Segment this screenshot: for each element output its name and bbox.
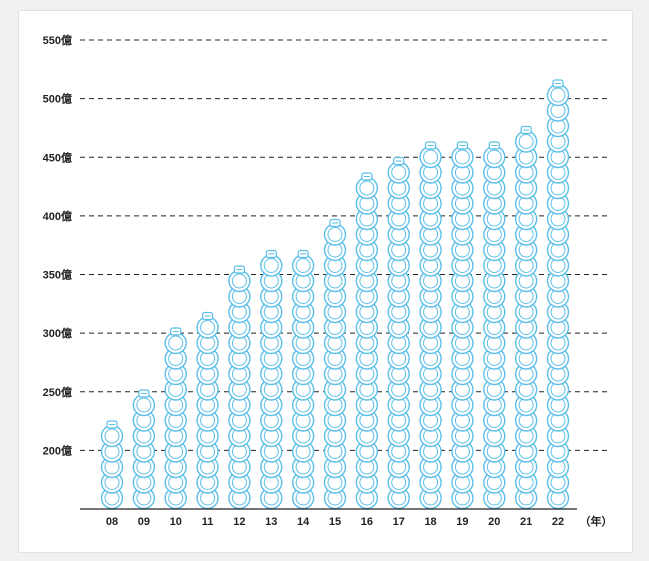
x-axis-unit-label: （年）: [580, 514, 613, 528]
x-tick-label: 10: [170, 516, 182, 528]
y-tick-label: 250億: [43, 385, 72, 399]
bar: [260, 249, 283, 510]
bar: [100, 420, 124, 510]
x-tick-label: 21: [520, 516, 532, 528]
x-tick-label: 15: [329, 516, 341, 528]
y-tick-label: 200億: [43, 443, 72, 457]
x-tick-label: 08: [106, 516, 118, 528]
y-tick-label: 300億: [43, 326, 72, 340]
x-tick-label: 13: [265, 516, 277, 528]
bar: [355, 172, 379, 510]
y-tick-label: 550億: [43, 33, 72, 47]
bar: [419, 141, 442, 510]
bar: [323, 218, 347, 510]
x-tick-label: 20: [488, 516, 500, 528]
y-tick-label: 400億: [43, 209, 72, 223]
x-tick-label: 16: [361, 516, 373, 528]
x-tick-label: 22: [552, 516, 564, 528]
y-tick-label: 450億: [43, 150, 72, 164]
y-tick-label: 350億: [43, 268, 72, 282]
bar: [546, 79, 570, 510]
bar: [196, 311, 219, 510]
y-axis-ticks: 200億 250億 300億 350億 400億 450億 500億 550億: [43, 33, 72, 457]
x-tick-label: 12: [233, 516, 245, 528]
bars: [100, 79, 570, 510]
x-tick-label: 14: [297, 516, 310, 528]
bar: [228, 265, 251, 510]
y-tick-label: 500億: [43, 92, 72, 106]
bar: [132, 389, 156, 510]
bar: [514, 125, 538, 510]
x-tick-label: 17: [393, 516, 405, 528]
x-tick-label: 11: [202, 516, 214, 528]
bar: [483, 141, 506, 510]
x-tick-label: 18: [424, 516, 436, 528]
x-tick-label: 19: [456, 516, 468, 528]
x-tick-label: 09: [138, 516, 150, 528]
bar: [164, 327, 187, 510]
bar: [291, 249, 315, 510]
bar: [387, 156, 410, 510]
x-axis-ticks: 08 09 10 11 12 13 14 15 16 17 18 19 20 21 22: [106, 516, 564, 528]
bar: [451, 141, 474, 510]
